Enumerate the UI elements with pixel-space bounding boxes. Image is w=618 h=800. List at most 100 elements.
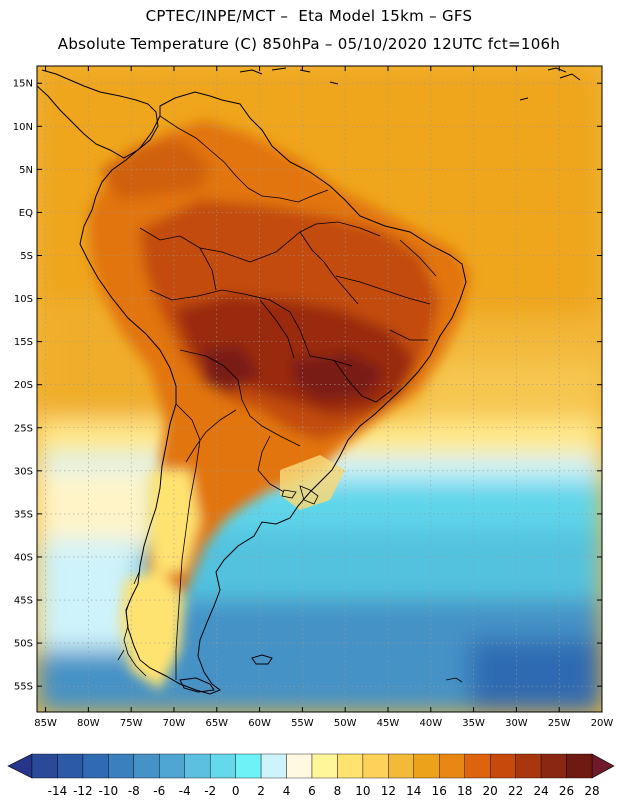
colorbar-label: 18 <box>457 784 472 798</box>
colorbar-swatch <box>57 753 84 779</box>
lat-tick-label: 15N <box>13 79 33 90</box>
map-title-line-1: CPTEC/INPE/MCT – Eta Model 15km – GFS <box>145 7 473 25</box>
lon-tick-label: 65W <box>205 718 228 729</box>
colorbar-swatch <box>159 753 185 779</box>
colorbar-label: -10 <box>99 784 119 798</box>
colorbar-swatch <box>464 753 491 779</box>
coastline-caribbean-islands <box>239 67 581 101</box>
falkland-islands <box>251 654 273 665</box>
lon-tick-label: 45W <box>377 718 400 729</box>
land-max-core-west <box>200 345 260 392</box>
lon-tick-label: 85W <box>34 718 57 729</box>
lon-tick-label: 75W <box>120 718 143 729</box>
rio-de-la-plata <box>281 489 297 499</box>
andes-north-warm <box>100 140 210 200</box>
coastline-central-america <box>37 69 159 159</box>
lat-tick-label: 35S <box>14 509 33 520</box>
south-georgia <box>445 677 463 683</box>
colorbar-label: -14 <box>48 784 68 798</box>
colorbar-swatch <box>388 753 415 779</box>
colorbar-label: 10 <box>355 784 370 798</box>
colorbar-swatch <box>515 753 542 779</box>
coastline-south-america <box>79 91 467 695</box>
central-andes-pale <box>148 470 200 575</box>
lat-tick-label: EQ <box>19 208 33 219</box>
colorbar-swatch <box>311 753 338 779</box>
lon-tick-label: 30W <box>505 718 528 729</box>
colorbar-swatch <box>566 753 593 779</box>
chile-archipelago <box>117 569 147 677</box>
colorbar-swatch <box>108 753 135 779</box>
lon-tick-label: 20W <box>591 718 614 729</box>
colorbar: -14 -12 -10 -8 -6 -4 -2 0 2 4 6 8 10 12 14 16 18 20 22 24 26… <box>7 753 615 798</box>
lon-tick-label: 50W <box>334 718 357 729</box>
colorbar-swatch <box>82 753 109 779</box>
colorbar-label: 12 <box>381 784 396 798</box>
colorbar-label: -8 <box>128 784 140 798</box>
colorbar-label: 4 <box>283 784 291 798</box>
colorbar-swatch <box>439 753 465 779</box>
colorbar-swatch <box>413 753 440 779</box>
lat-tick-label: 25S <box>14 423 33 434</box>
colorbar-label: 2 <box>257 784 265 798</box>
map-frame <box>36 65 603 713</box>
lon-tick-label: 70W <box>163 718 186 729</box>
lon-tick-label: 55W <box>291 718 314 729</box>
pacific-light-patch <box>37 540 137 650</box>
colorbar-swatch <box>184 753 211 779</box>
colorbar-label: 8 <box>334 784 342 798</box>
colorbar-label: -12 <box>73 784 93 798</box>
lon-tick-label: 25W <box>548 718 571 729</box>
lat-tick-label: 15S <box>14 337 33 348</box>
colorbar-swatch <box>235 753 262 779</box>
lat-tick-label: 10N <box>13 122 33 133</box>
colorbar-label: -6 <box>153 784 165 798</box>
colorbar-label: 22 <box>508 784 523 798</box>
longitude-axis: 85W 80W 75W 70W 65W 60W 55W 50W 45W 40W 35W 30W 25W 2… <box>34 66 613 729</box>
lat-tick-label: 10S <box>14 294 33 305</box>
lat-tick-label: 50S <box>14 639 33 650</box>
colorbar-swatch <box>337 753 364 779</box>
map-title-line-2: Absolute Temperature (C) 850hPa – 05/10/… <box>57 35 561 53</box>
colorbar-swatch <box>540 753 567 779</box>
colorbar-swatch <box>286 753 313 779</box>
lon-tick-label: 35W <box>462 718 485 729</box>
colorbar-label: 0 <box>232 784 240 798</box>
colorbar-swatch <box>31 753 58 779</box>
colorbar-label: 26 <box>559 784 574 798</box>
lon-tick-label: 40W <box>419 718 442 729</box>
country-borders <box>139 115 437 680</box>
lat-tick-label: 30S <box>14 466 33 477</box>
lat-tick-label: 55S <box>14 682 33 693</box>
colorbar-label: 16 <box>432 784 447 798</box>
colorbar-label: 20 <box>483 784 498 798</box>
lat-tick-label: 5N <box>19 165 33 176</box>
land-max-core-east <box>290 352 385 400</box>
temperature-field <box>37 66 602 712</box>
colorbar-label: 14 <box>406 784 421 798</box>
lagoa-patos <box>299 485 319 505</box>
lon-tick-label: 80W <box>77 718 100 729</box>
lon-tick-label: 60W <box>248 718 271 729</box>
pacific-pale-patch <box>37 470 157 550</box>
colorbar-swatch <box>489 753 516 779</box>
latitude-axis: 15N 10N 5N EQ 5S 10S 15S 20S 25S 30S 35S 40S 45S 50S 5… <box>13 79 602 693</box>
colorbar-label: 6 <box>308 784 316 798</box>
colorbar-swatch <box>209 753 236 779</box>
lat-tick-label: 40S <box>14 552 33 563</box>
colorbar-label: 24 <box>533 784 548 798</box>
colorbar-under-triangle <box>7 753 33 779</box>
atlantic-mid-band <box>420 360 602 420</box>
colorbar-over-triangle <box>591 753 615 779</box>
colorbar-label: 28 <box>584 784 599 798</box>
colorbar-swatch <box>260 753 287 779</box>
lat-tick-label: 20S <box>14 380 33 391</box>
colorbar-label: -2 <box>204 784 216 798</box>
colorbar-label: -4 <box>179 784 191 798</box>
ocean-darkblue-patch <box>470 640 602 712</box>
colorbar-swatch <box>362 753 389 779</box>
lat-tick-label: 5S <box>20 251 33 262</box>
colorbar-swatch <box>133 753 160 779</box>
uruguay-mild-patch <box>280 455 345 510</box>
